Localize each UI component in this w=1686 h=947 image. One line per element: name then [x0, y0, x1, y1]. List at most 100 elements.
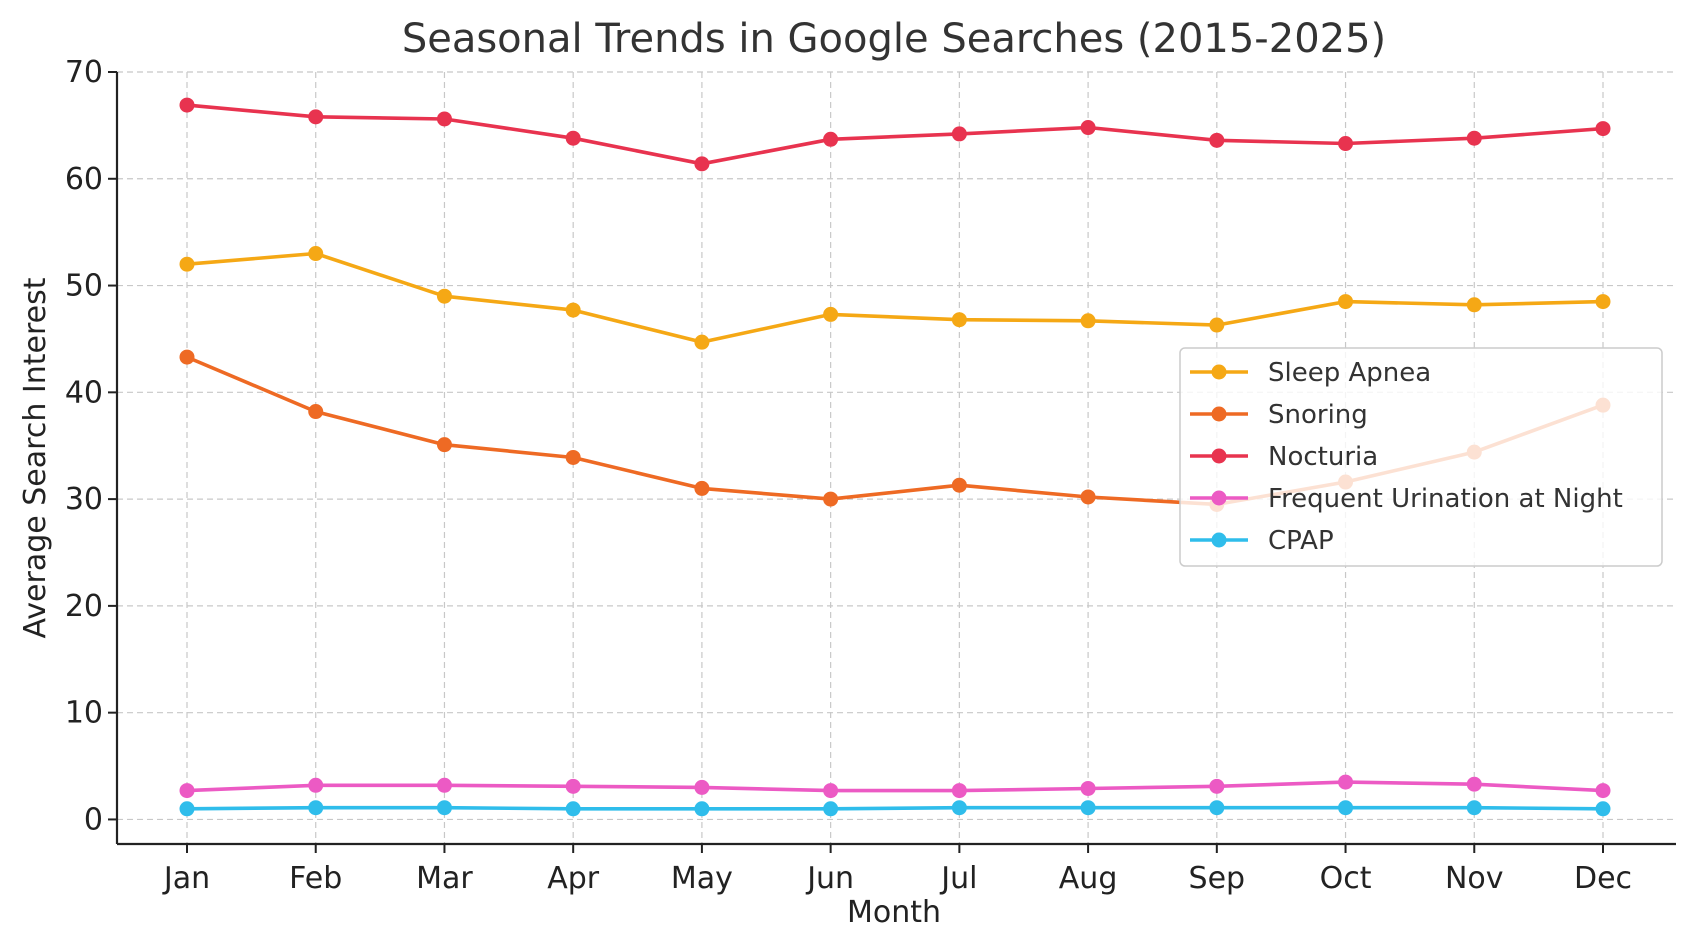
- y-tick-label: 20: [65, 589, 103, 624]
- x-tick-label: Jan: [162, 861, 210, 896]
- y-tick-label: 0: [84, 802, 103, 837]
- data-point-nocturia: [436, 111, 452, 127]
- data-point-cpap: [951, 800, 967, 816]
- data-point-frequent-urination-at-night: [179, 783, 195, 799]
- data-point-cpap: [565, 801, 581, 817]
- x-tick-label: Aug: [1059, 861, 1118, 896]
- data-point-sleep-apnea: [951, 312, 967, 328]
- legend-label: Snoring: [1268, 400, 1368, 430]
- data-point-nocturia: [1080, 120, 1096, 136]
- data-point-nocturia: [1209, 132, 1225, 148]
- data-point-frequent-urination-at-night: [565, 778, 581, 794]
- x-tick-label: Nov: [1445, 861, 1504, 896]
- y-tick-label: 30: [65, 482, 103, 517]
- y-tick-label: 40: [65, 375, 103, 410]
- data-point-nocturia: [694, 156, 710, 172]
- legend-swatch-marker: [1211, 406, 1227, 422]
- data-point-sleep-apnea: [565, 302, 581, 318]
- data-point-sleep-apnea: [1595, 294, 1611, 310]
- data-point-sleep-apnea: [436, 288, 452, 304]
- data-point-frequent-urination-at-night: [951, 783, 967, 799]
- series-cpap: [179, 800, 1611, 817]
- data-point-sleep-apnea: [823, 306, 839, 322]
- data-point-frequent-urination-at-night: [436, 777, 452, 793]
- x-tick-label: Jun: [805, 861, 854, 896]
- data-point-cpap: [436, 800, 452, 816]
- data-point-sleep-apnea: [1338, 294, 1354, 310]
- series-line-nocturia: [186, 103, 1604, 166]
- data-point-cpap: [1338, 800, 1354, 816]
- data-point-nocturia: [1595, 121, 1611, 137]
- data-point-frequent-urination-at-night: [1080, 780, 1096, 796]
- data-point-sleep-apnea: [694, 334, 710, 350]
- series-frequent-urination-at-night: [179, 774, 1611, 799]
- data-point-cpap: [823, 801, 839, 817]
- legend-item-frequent-urination-at-night: Frequent Urination at Night: [1190, 484, 1623, 514]
- series-nocturia: [179, 97, 1611, 172]
- data-point-sleep-apnea: [308, 246, 324, 262]
- legend-item-nocturia: Nocturia: [1190, 442, 1378, 472]
- legend-swatch-marker: [1211, 448, 1227, 464]
- y-tick-label: 60: [65, 162, 103, 197]
- data-point-cpap: [1595, 801, 1611, 817]
- data-point-frequent-urination-at-night: [1209, 778, 1225, 794]
- data-point-frequent-urination-at-night: [823, 783, 839, 799]
- legend-label: Frequent Urination at Night: [1268, 484, 1623, 514]
- data-point-frequent-urination-at-night: [1595, 783, 1611, 799]
- data-point-nocturia: [308, 109, 324, 125]
- y-tick-label: 50: [65, 269, 103, 304]
- data-point-snoring: [308, 404, 324, 420]
- data-point-frequent-urination-at-night: [1338, 774, 1354, 790]
- series-layer: [179, 97, 1611, 817]
- legend-swatch-marker: [1211, 364, 1227, 380]
- y-tick-label: 10: [65, 696, 103, 731]
- data-point-nocturia: [179, 97, 195, 113]
- data-point-nocturia: [823, 131, 839, 147]
- chart-title: Seasonal Trends in Google Searches (2015…: [402, 16, 1386, 62]
- data-point-cpap: [179, 801, 195, 817]
- data-point-cpap: [1080, 800, 1096, 816]
- data-point-cpap: [1209, 800, 1225, 816]
- series-line-cpap: [186, 805, 1604, 811]
- series-line-sleep-apnea: [186, 251, 1604, 344]
- data-point-cpap: [308, 800, 324, 816]
- legend-box: [1179, 347, 1663, 567]
- data-point-snoring: [823, 491, 839, 507]
- legend: Sleep Apnea Snoring Nocturia Frequent Urina…: [1179, 347, 1663, 567]
- x-tick-label: Dec: [1574, 861, 1632, 896]
- data-point-nocturia: [1466, 130, 1482, 146]
- data-point-snoring: [565, 449, 581, 465]
- y-tick-label: 70: [65, 55, 103, 90]
- x-tick-label: Feb: [289, 861, 342, 896]
- data-point-frequent-urination-at-night: [694, 779, 710, 795]
- data-point-snoring: [694, 480, 710, 496]
- data-point-snoring: [1080, 489, 1096, 505]
- legend-item-cpap: CPAP: [1190, 526, 1334, 556]
- x-tick-label: Oct: [1320, 861, 1372, 896]
- legend-label: CPAP: [1268, 526, 1334, 556]
- data-point-sleep-apnea: [1080, 313, 1096, 329]
- x-tick-label: Mar: [416, 861, 473, 896]
- data-point-cpap: [1466, 800, 1482, 816]
- x-tick-label: May: [671, 861, 733, 896]
- x-axis-label: Month: [847, 895, 941, 930]
- axes: Jan Feb Mar Apr May Jun Jul Aug Sep Oct Nov Dec 0 10 2…: [65, 55, 1676, 896]
- legend-label: Sleep Apnea: [1268, 358, 1431, 388]
- legend-item-snoring: Snoring: [1190, 400, 1368, 430]
- x-tick-label: Apr: [547, 861, 600, 896]
- legend-label: Nocturia: [1268, 442, 1378, 472]
- x-tick-label: Jul: [939, 861, 977, 896]
- data-point-frequent-urination-at-night: [308, 777, 324, 793]
- x-tick-label: Sep: [1189, 861, 1246, 896]
- legend-swatch-marker: [1211, 490, 1227, 506]
- data-point-sleep-apnea: [179, 256, 195, 272]
- data-point-sleep-apnea: [1466, 297, 1482, 313]
- data-point-nocturia: [565, 130, 581, 146]
- data-point-frequent-urination-at-night: [1466, 776, 1482, 792]
- series-line-frequent-urination-at-night: [186, 780, 1604, 793]
- legend-item-sleep-apnea: Sleep Apnea: [1190, 358, 1431, 388]
- data-point-nocturia: [1338, 136, 1354, 152]
- series-sleep-apnea: [179, 246, 1611, 350]
